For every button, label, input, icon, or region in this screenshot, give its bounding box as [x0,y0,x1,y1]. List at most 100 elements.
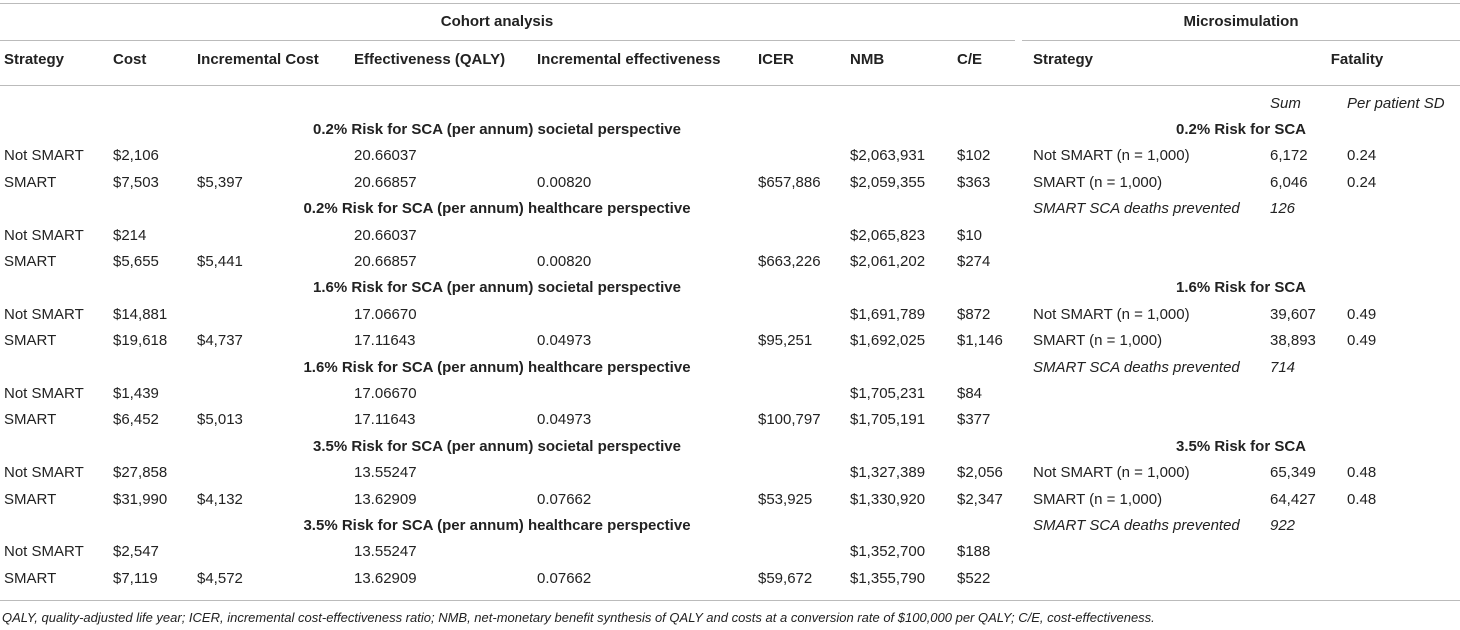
column-header: Fatality [1330,51,1384,68]
cell: $5,655 [113,253,159,270]
section-title: 1.6% Risk for SCA (per annum) healthcare… [303,358,691,376]
cell: 6,172 [1270,147,1308,165]
cell: $7,503 [113,173,159,191]
cell: $6,452 [113,411,159,429]
note: SMART SCA deaths prevented [1033,200,1240,218]
cell: $2,059,355 [850,173,926,191]
cell: 6,046 [1270,173,1308,191]
cell: 20.66037 [354,226,417,244]
cell: 0.49 [1347,305,1377,323]
cell: 0.04973 [537,411,592,429]
cell: 20.66037 [354,147,417,165]
cell: 17.11643 [354,411,416,429]
cell: 38,893 [1270,332,1316,350]
cell: $1,705,231 [850,385,926,402]
cell: 20.66857 [354,253,417,270]
section-title: 3.5% Risk for SCA (per annum) healthcare… [303,517,691,534]
cell: $5,397 [197,173,243,191]
column-header: C/E [957,51,983,68]
cell: 0.00820 [537,173,592,191]
cell: $1,691,789 [850,305,926,323]
cell: 17.06670 [354,305,417,323]
cell: 20.66857 [354,173,417,191]
cell: $5,013 [197,411,243,429]
cell: $4,737 [197,332,243,350]
cell: SMART [4,253,57,270]
column-header: Effectiveness (QALY) [354,51,506,68]
cell: $872 [957,305,991,323]
cell: 13.55247 [354,543,417,561]
cell: Not SMART [4,305,84,323]
cell: Not SMART [4,385,84,402]
rule [0,85,1460,86]
cell: 64,427 [1270,490,1316,508]
column-header: ICER [758,51,794,68]
cell: $1,352,700 [850,543,926,561]
footnote: QALY, quality-adjusted life year; ICER, … [2,610,1155,625]
cell: $2,106 [113,147,159,165]
cell: 13.62909 [354,490,417,508]
cell: Not SMART [4,464,84,482]
cell: 0.07662 [537,569,592,587]
group-header: Cohort analysis [440,13,554,30]
section-title: 0.2% Risk for SCA (per annum) societal p… [313,121,681,138]
rule [0,3,1460,4]
cell: $1,330,920 [850,490,926,508]
cell: 0.24 [1347,147,1377,165]
cell: $2,063,931 [850,147,926,165]
note-value: 714 [1270,358,1296,376]
cell: Not SMART [4,226,84,244]
cell: $657,886 [758,173,821,191]
cell: SMART [4,569,57,587]
cell: 13.62909 [354,569,417,587]
note-value: 126 [1270,200,1296,218]
cell: $2,065,823 [850,226,926,244]
cell: $4,132 [197,490,243,508]
cell: $19,618 [113,332,168,350]
cell: Not SMART (n = 1,000) [1033,305,1190,323]
cell: $2,056 [957,464,1003,482]
cell: SMART [4,490,57,508]
section-title: 3.5% Risk for SCA (per annum) societal p… [313,437,681,455]
cell: $102 [957,147,991,165]
cell: Not SMART (n = 1,000) [1033,147,1190,165]
cell: $377 [957,411,991,429]
note: SMART SCA deaths prevented [1033,358,1240,376]
cell: $2,547 [113,543,159,561]
section-title: 3.5% Risk for SCA [1175,437,1307,455]
cell: 65,349 [1270,464,1316,482]
cell: $1,355,790 [850,569,926,587]
cell: 0.07662 [537,490,592,508]
subheader: Sum [1270,95,1301,112]
cell: 0.24 [1347,173,1377,191]
note-value: 922 [1270,517,1296,534]
section-title: 0.2% Risk for SCA [1175,121,1307,138]
cell: $1,439 [113,385,159,402]
cell: $95,251 [758,332,813,350]
note: SMART SCA deaths prevented [1033,517,1240,534]
cell: $59,672 [758,569,813,587]
column-header: Cost [113,51,147,68]
cell: SMART (n = 1,000) [1033,490,1163,508]
cell: $363 [957,173,991,191]
section-title: 0.2% Risk for SCA (per annum) healthcare… [303,200,691,218]
cell: 17.11643 [354,332,416,350]
section-title: 1.6% Risk for SCA (per annum) societal p… [313,279,681,297]
cell: 0.48 [1347,464,1377,482]
rule [0,600,1460,601]
subheader: Per patient SD [1347,95,1445,112]
cell: $1,705,191 [850,411,926,429]
rule [1022,40,1460,41]
column-header: NMB [850,51,885,68]
cell: $100,797 [758,411,821,429]
cell: $53,925 [758,490,813,508]
cell: 0.00820 [537,253,592,270]
cell: 0.04973 [537,332,592,350]
cell: $663,226 [758,253,821,270]
cell: SMART (n = 1,000) [1033,332,1163,350]
cell: SMART [4,332,57,350]
rule [0,40,1015,41]
cell: SMART [4,411,57,429]
cell: $2,347 [957,490,1003,508]
cell: $84 [957,385,983,402]
